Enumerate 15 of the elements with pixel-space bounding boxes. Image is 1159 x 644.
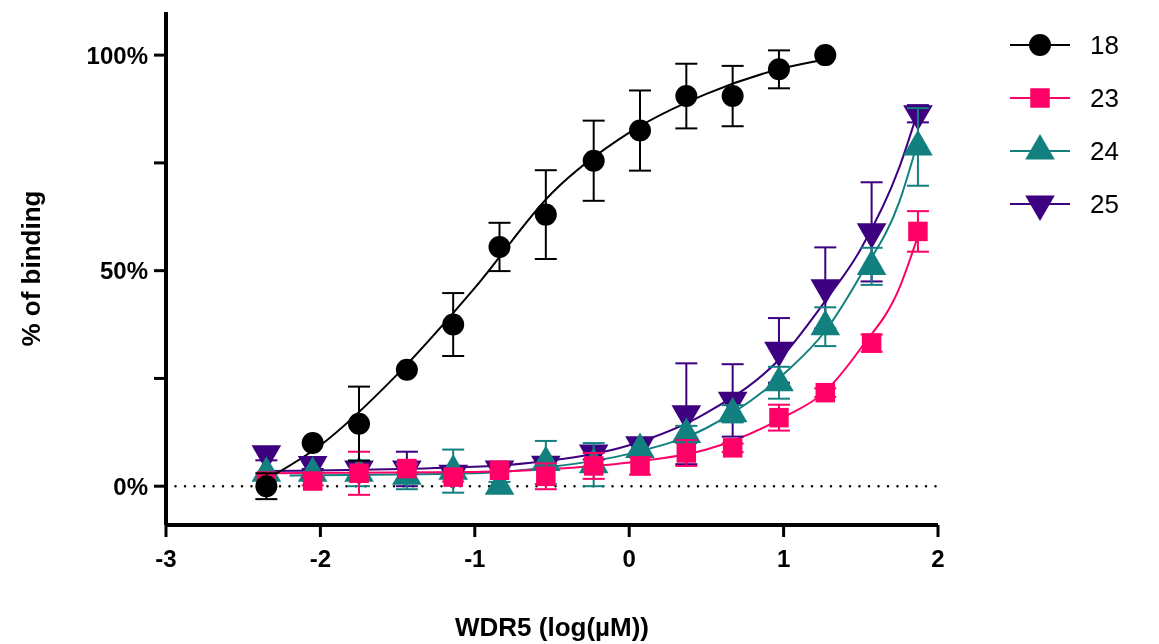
legend-label: 18 xyxy=(1090,30,1119,61)
x-tick-label: 0 xyxy=(622,545,636,572)
x-tick-label: -2 xyxy=(309,545,332,572)
x-tick-label: 2 xyxy=(931,545,945,572)
x-tick-label: 1 xyxy=(776,545,791,572)
legend-label: 24 xyxy=(1090,136,1119,167)
y-tick-label: 50% xyxy=(99,257,148,285)
y-tick-label: 0% xyxy=(113,472,148,500)
legend-label: 25 xyxy=(1090,189,1119,220)
y-tick-label: 100% xyxy=(86,41,148,69)
y-axis-title: % of binding xyxy=(16,190,46,347)
x-tick-label: -1 xyxy=(464,545,486,572)
legend-label: 23 xyxy=(1090,83,1119,114)
x-axis-title: WDR5 (log(µM)) xyxy=(454,612,650,642)
x-tick-label: -3 xyxy=(155,545,177,572)
